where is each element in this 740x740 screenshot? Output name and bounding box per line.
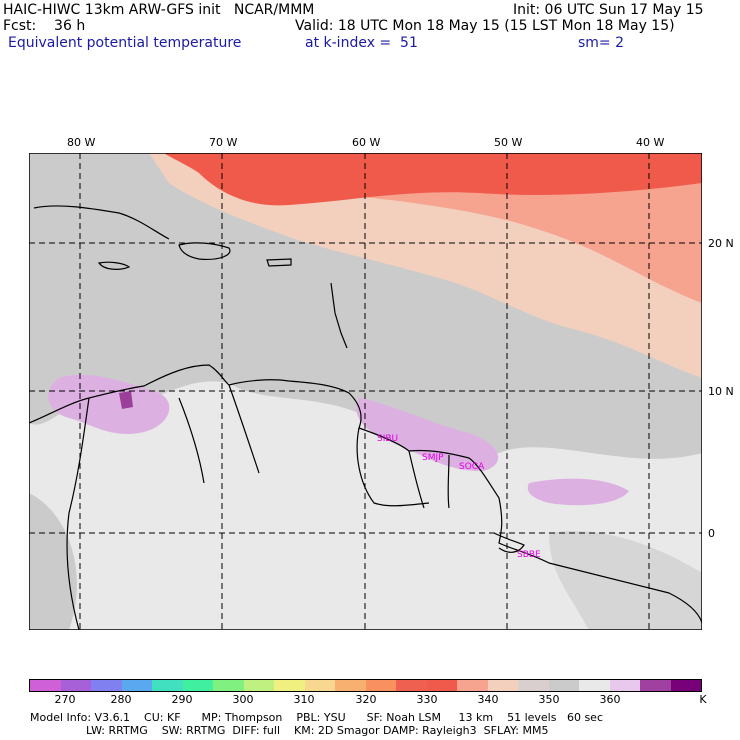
smoothing-label: sm= 2 (578, 35, 625, 51)
colorbar-swatch (426, 680, 457, 691)
colorbar-swatch (487, 680, 518, 691)
colorbar-label-360: 360 (599, 693, 621, 706)
colorbar-swatch (243, 680, 274, 691)
colorbar-swatch (60, 680, 91, 691)
level-label: at k-index = 51 (305, 35, 418, 51)
gray-patch-southeast (549, 531, 702, 630)
colorbar-label-340: 340 (477, 693, 499, 706)
header-forecast-hour: Fcst: 36 h (3, 18, 86, 34)
graticule (29, 153, 702, 630)
colorbar-swatch (213, 680, 244, 691)
station-sbbe: SBBE (517, 550, 541, 560)
lon-label-80w: 80 W (67, 136, 96, 149)
lat-label-0: 0 (708, 527, 715, 540)
lon-label-50w: 50 W (494, 136, 523, 149)
purple-patch-west (48, 374, 170, 435)
lat-label-20n: 20 N (708, 237, 734, 250)
colorbar-swatch (304, 680, 335, 691)
colorbar-swatch (457, 680, 488, 691)
header-model-title: HAIC-HIWC 13km ARW-GFS init NCAR/MMM (3, 2, 315, 18)
colorbar-label-280: 280 (110, 693, 132, 706)
colorbar-label-270: 270 (54, 693, 76, 706)
colorbar-swatch (579, 680, 610, 691)
colorbar-swatch (396, 680, 427, 691)
lat-label-10n: 10 N (708, 385, 734, 398)
coastlines (29, 205, 702, 630)
colorbar-swatch (670, 680, 701, 691)
colorbar-swatch (365, 680, 396, 691)
lon-label-40w: 40 W (636, 136, 665, 149)
gray-patch-south (29, 493, 77, 630)
station-soca: SOCA (459, 462, 485, 472)
colorbar-swatch (91, 680, 122, 691)
purple-patch-atlantic (527, 478, 629, 506)
lon-label-60w: 60 W (352, 136, 381, 149)
colorbar-swatch (335, 680, 366, 691)
colorbar-swatch (182, 680, 213, 691)
warm-band (164, 153, 702, 206)
theta-e-map: SIBU SMJP SOCA SBBE (29, 153, 702, 630)
colorbar-swatch (30, 680, 61, 691)
purple-patch-dark (119, 391, 133, 409)
colorbar-label-290: 290 (171, 693, 193, 706)
colorbar-label-320: 320 (355, 693, 377, 706)
colorbar-swatch (640, 680, 671, 691)
colorbar-label-300: 300 (232, 693, 254, 706)
colorbar (29, 679, 702, 692)
model-info-line2: LW: RRTMG SW: RRTMG DIFF: full KM: 2D Sm… (30, 724, 549, 737)
header-init-time: Init: 06 UTC Sun 17 May 15 (513, 2, 704, 18)
colorbar-swatch (152, 680, 183, 691)
model-info-line1: Model Info: V3.6.1 CU: KF MP: Thompson P… (30, 711, 603, 724)
field-name: Equivalent potential temperature (8, 35, 242, 51)
colorbar-swatch (518, 680, 549, 691)
header-valid-time: Valid: 18 UTC Mon 18 May 15 (15 LST Mon … (295, 18, 675, 34)
colorbar-swatch (548, 680, 579, 691)
colorbar-swatch (274, 680, 305, 691)
colorbar-label-350: 350 (538, 693, 560, 706)
colorbar-unit: K (699, 693, 707, 706)
colorbar-label-310: 310 (293, 693, 315, 706)
colorbar-swatch (121, 680, 152, 691)
purple-patch-guiana (356, 398, 499, 472)
station-smjp: SMJP (422, 453, 444, 463)
colorbar-label-330: 330 (416, 693, 438, 706)
station-sibu: SIBU (377, 434, 398, 444)
colorbar-swatch (609, 680, 640, 691)
lon-label-70w: 70 W (209, 136, 238, 149)
